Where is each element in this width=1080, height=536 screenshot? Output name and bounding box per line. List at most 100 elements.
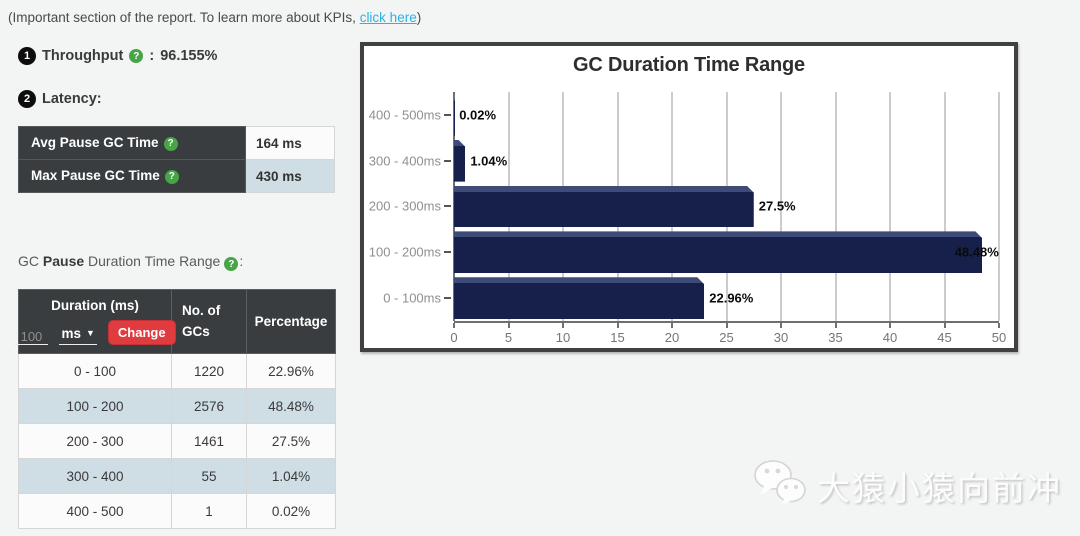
unit-select[interactable]: ms ▼	[59, 326, 97, 345]
category-tick	[444, 205, 451, 208]
duration-range-cell: 200 - 300	[18, 423, 172, 459]
x-axis-label: 30	[773, 330, 789, 345]
x-axis-label: 50	[991, 330, 1007, 345]
category-label: 200 - 300ms	[368, 198, 441, 214]
help-icon[interactable]: ?	[163, 136, 178, 151]
x-axis-label: 40	[882, 330, 898, 345]
report-note: (Important section of the report. To lea…	[8, 10, 421, 25]
table-row: 300 - 400 55 1.04%	[18, 458, 336, 494]
latency-metric-label: Avg Pause GC Time	[31, 135, 159, 151]
help-icon[interactable]: ?	[224, 257, 239, 272]
x-axis-label: 20	[664, 330, 680, 345]
unit-label: ms	[61, 326, 81, 341]
latency-metric-cell: Avg Pause GC Time?	[18, 126, 246, 160]
x-axis-tick	[507, 323, 510, 328]
duration-table-head: Duration (ms) ms ▼ Change No. of GCs Perc…	[14, 289, 336, 354]
x-axis-label: 35	[828, 330, 843, 345]
gridline	[944, 92, 945, 321]
chevron-down-icon: ▼	[85, 327, 95, 338]
help-icon[interactable]: ?	[164, 169, 179, 184]
chart-bar-row: 400 - 500ms 0.02%	[369, 92, 999, 138]
latency-metric-cell: Max Pause GC Time?	[18, 159, 246, 193]
duration-range-cell: 300 - 400	[18, 458, 172, 494]
duration-input[interactable]	[14, 329, 49, 345]
gc-duration-chart: GC Duration Time Range 0 5 10 15 20 25 30 35 40 4…	[360, 42, 1018, 352]
x-axis-label: 5	[504, 330, 513, 345]
gc-count-cell: 2576	[171, 388, 247, 424]
gc-count-cell: 1461	[171, 423, 247, 459]
table-row: 400 - 500 1 0.02%	[18, 493, 336, 529]
change-button[interactable]: Change	[107, 320, 176, 345]
x-axis-tick	[725, 323, 728, 328]
bar-value-label: 22.96%	[709, 290, 754, 306]
duration-bar	[454, 186, 754, 228]
duration-range-cell: 0 - 100	[18, 353, 172, 389]
throughput-separator: :	[149, 48, 155, 64]
gcs-column-header: No. of GCs	[171, 289, 247, 354]
table-row: 100 - 200 2576 48.48%	[18, 388, 336, 424]
chart-title: GC Duration Time Range	[573, 54, 805, 76]
duration-range-cell: 400 - 500	[18, 493, 172, 529]
duration-bar	[454, 277, 704, 319]
category-label: 100 - 200ms	[368, 244, 441, 260]
latency-label: Latency:	[42, 91, 102, 107]
category-label: 0 - 100ms	[383, 290, 441, 306]
heading-suffix: Duration Time Range	[84, 253, 221, 269]
latency-value-cell: 164 ms	[245, 126, 335, 160]
latency-row: Avg Pause GC Time? 164 ms	[18, 126, 335, 160]
x-axis-tick	[616, 323, 619, 328]
latency-kpi: 2 Latency:	[18, 90, 102, 108]
percentage-cell: 48.48%	[246, 388, 336, 424]
gc-count-cell: 55	[171, 458, 247, 494]
bar-value-label: 1.04%	[470, 153, 508, 169]
heading-prefix: GC	[18, 253, 43, 269]
duration-table: Duration (ms) ms ▼ Change No. of GCs Perc…	[14, 289, 336, 529]
number-badge-2: 2	[18, 90, 36, 108]
help-icon[interactable]: ?	[129, 49, 144, 63]
throughput-kpi: 1 Throughput ? : 96.155%	[18, 47, 217, 65]
duration-controls: ms ▼ Change	[14, 320, 176, 345]
watermark: 大猿小猿向前冲	[752, 459, 1062, 512]
table-row: 200 - 300 1461 27.5%	[18, 423, 336, 459]
gridline	[835, 92, 836, 321]
category-label: 300 - 400ms	[368, 153, 441, 169]
gridline	[889, 92, 891, 321]
duration-bar	[454, 231, 982, 273]
bar-value-label: 27.5%	[758, 198, 796, 214]
heading-colon: :	[239, 253, 244, 269]
x-axis-tick	[671, 323, 673, 328]
x-axis-label: 25	[719, 330, 734, 345]
category-tick	[444, 297, 451, 300]
duration-table-body: 0 - 100 1220 22.96% 100 - 200 2576 48.48% 200 …	[18, 353, 336, 529]
x-axis-tick	[453, 323, 455, 328]
duration-column-title: Duration (ms)	[51, 298, 139, 313]
chart-bar-row: 200 - 300ms 27.5%	[369, 184, 999, 230]
gc-count-cell: 1	[171, 493, 247, 529]
duration-range-cell: 100 - 200	[18, 388, 172, 424]
x-axis-tick	[834, 323, 837, 328]
kpi-help-link[interactable]: click here	[359, 10, 417, 25]
gridline	[998, 92, 1000, 321]
plot-area: 0 5 10 15 20 25 30 35 40 45 50 400 - 500ms 0.02% 300 …	[369, 92, 1006, 345]
x-axis-label: 15	[610, 330, 625, 345]
duration-column-header: Duration (ms) ms ▼ Change	[14, 289, 176, 354]
x-axis-tick	[780, 323, 782, 328]
note-suffix: )	[416, 10, 422, 25]
latency-table: Avg Pause GC Time? 164 ms Max Pause GC Tim…	[18, 126, 335, 193]
chart-bar-row: 300 - 400ms 1.04%	[369, 138, 999, 184]
duration-bar	[454, 94, 455, 136]
gridline	[780, 92, 782, 321]
x-axis-tick	[943, 323, 946, 328]
bar-value-label: 48.48%	[954, 244, 999, 260]
category-tick	[444, 251, 451, 254]
latency-table-body: Avg Pause GC Time? 164 ms Max Pause GC Tim…	[18, 126, 335, 193]
duration-bar	[454, 140, 465, 182]
note-prefix: (Important section of the report. To lea…	[8, 10, 360, 25]
heading-bold: Pause	[42, 253, 85, 269]
latency-value-cell: 430 ms	[245, 159, 335, 193]
percentage-column-header: Percentage	[246, 289, 336, 354]
category-tick	[444, 159, 451, 162]
x-axis-label: 10	[555, 330, 571, 345]
percentage-cell: 1.04%	[246, 458, 336, 494]
bar-value-label: 0.02%	[459, 107, 497, 123]
